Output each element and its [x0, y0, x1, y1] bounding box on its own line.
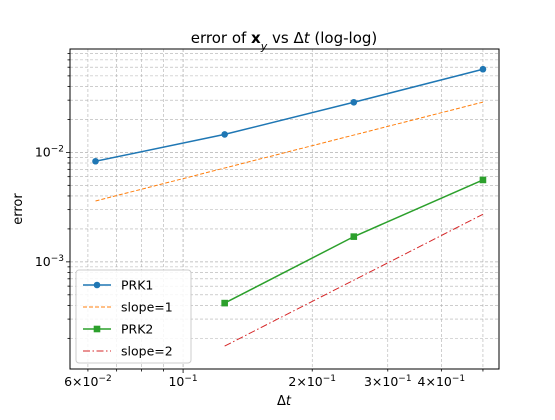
series-slope-1	[95, 101, 484, 202]
x-tick-label: 10−1	[168, 374, 197, 389]
data-point	[221, 131, 228, 138]
legend-label: PRK2	[121, 322, 153, 337]
data-point	[92, 157, 99, 165]
axes-frame	[69, 48, 500, 370]
data-point	[221, 299, 228, 307]
legend: PRK1 slope=1 PRK2 slope=2	[75, 269, 192, 364]
series-line	[95, 101, 484, 202]
data-point	[479, 176, 487, 184]
y-axis-label: error	[11, 193, 26, 225]
x-axis-label: Δt	[277, 394, 292, 409]
series-line	[95, 68, 484, 162]
series-line	[224, 213, 484, 347]
y-tick-label: 10−3	[35, 254, 64, 269]
series-prk1	[92, 65, 487, 165]
x-tick-label: 3×10−1	[364, 374, 412, 389]
data-point	[350, 233, 358, 240]
legend-item: PRK2	[83, 322, 153, 337]
x-tick-label: 6×10−2	[64, 374, 112, 389]
x-tick-label: 4×10−1	[418, 374, 466, 389]
legend-box	[75, 269, 192, 364]
legend-item: slope=2	[83, 344, 173, 359]
legend-label: PRK1	[121, 278, 153, 293]
data-point	[350, 98, 358, 106]
chart-title: error of xy vs Δt (log-log)	[191, 29, 378, 53]
legend-label: slope=1	[121, 300, 173, 315]
x-tick-label: 2×10−1	[288, 374, 336, 389]
legend-item: slope=1	[83, 300, 173, 315]
data-point	[479, 65, 487, 73]
ticks: 10−1 6×10−2 2×10−1 3×10−1 4×10−1 10−3 10−2	[35, 53, 484, 389]
series-layer	[92, 65, 487, 347]
y-tick-label: 10−2	[35, 144, 64, 159]
legend-item: PRK1	[83, 278, 153, 293]
legend-label: slope=2	[121, 344, 173, 359]
legend-marker	[93, 281, 101, 289]
legend-marker	[93, 325, 101, 333]
series-slope-2	[224, 213, 484, 347]
series-prk2	[221, 176, 487, 307]
